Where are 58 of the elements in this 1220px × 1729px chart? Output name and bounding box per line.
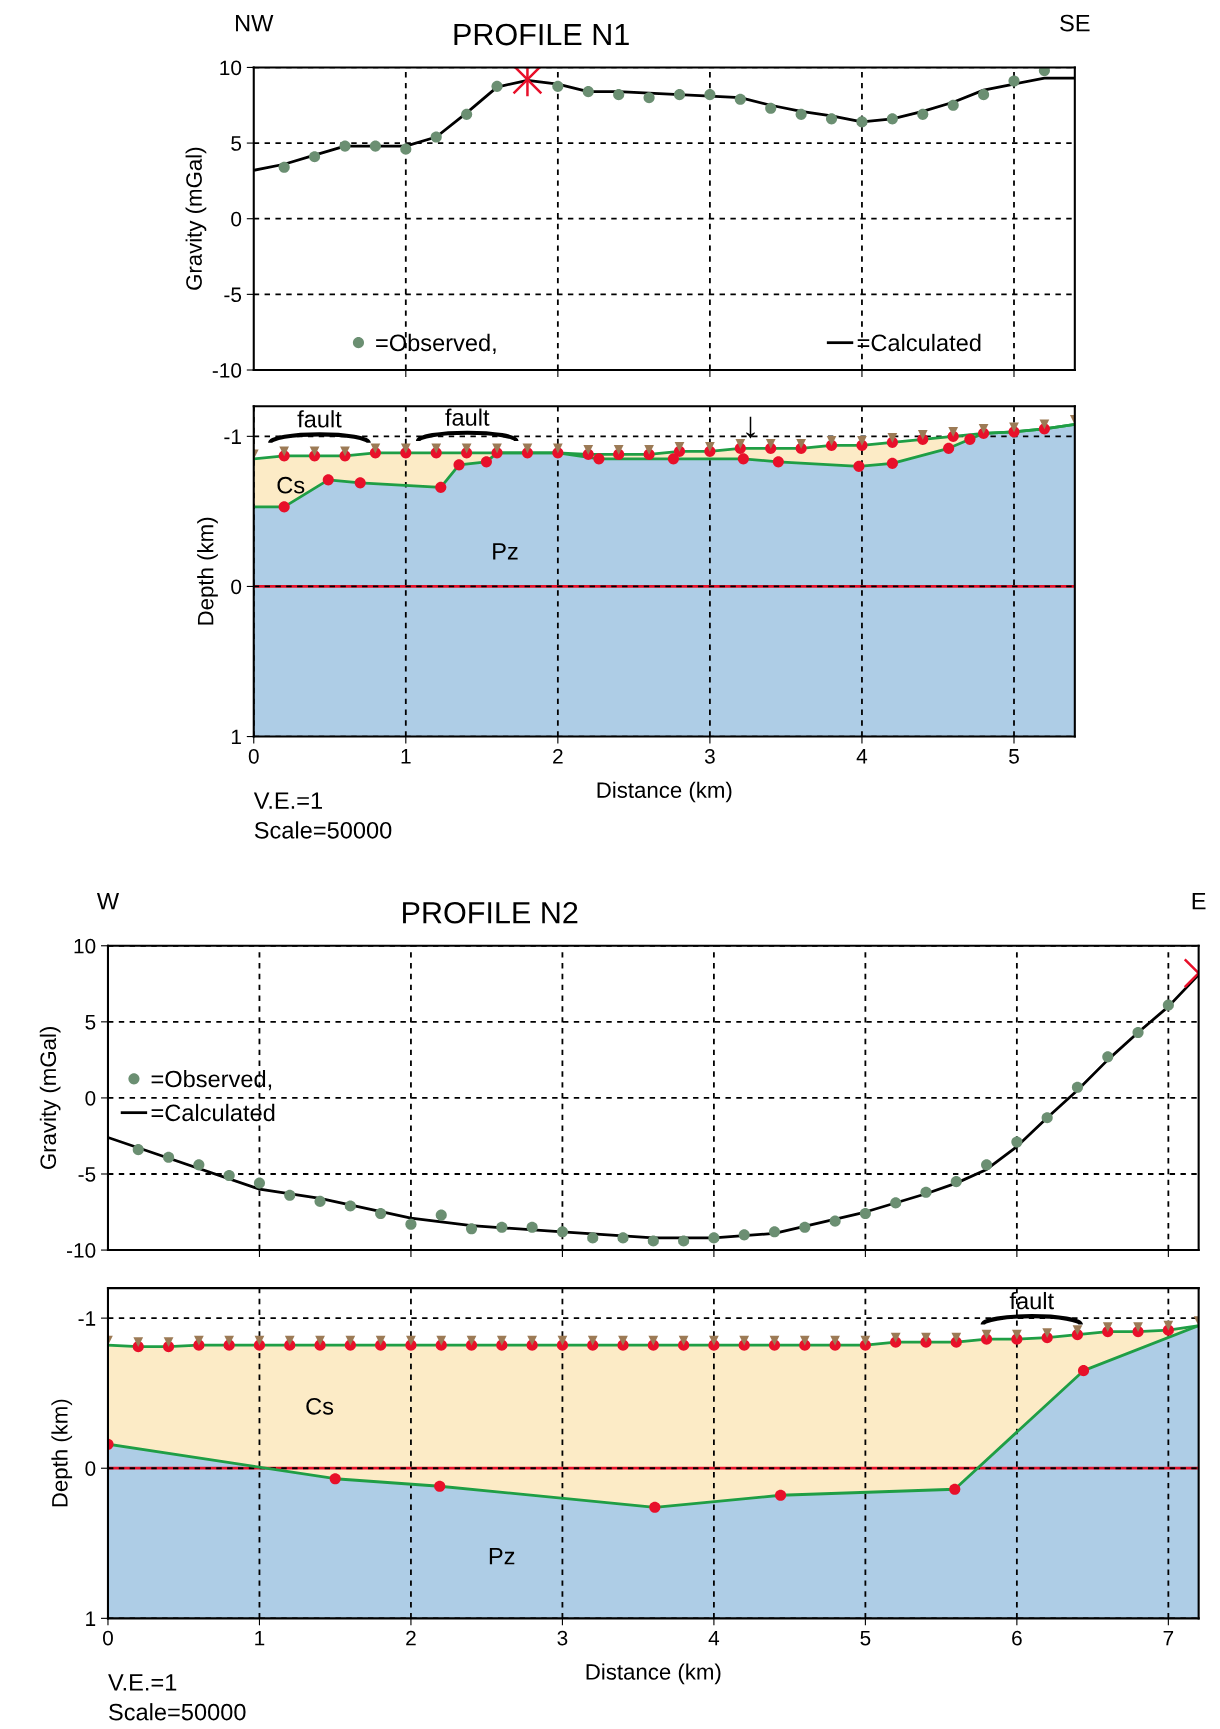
legend-label: =Observed,: [151, 1070, 272, 1091]
y-axis-title: Gravity (mGal): [185, 147, 207, 290]
chart-title: PROFILE N1: [454, 23, 629, 46]
chart-title: PROFILE N2: [403, 901, 578, 924]
annotation: fault: [297, 410, 342, 428]
x-tick-label: 0: [248, 748, 259, 764]
legend-label: =Observed,: [376, 333, 496, 354]
y-axis-title: Depth (km): [51, 1399, 73, 1507]
annotation: Cs: [306, 1397, 334, 1415]
y-tick-label: 0: [85, 1461, 96, 1476]
x-axis-title: Distance (km): [597, 781, 732, 803]
x-tick-label: 5: [1009, 749, 1019, 764]
text: E: [1192, 893, 1206, 910]
y-tick-label: 10: [220, 60, 242, 76]
y-tick-label: 1: [231, 729, 241, 745]
x-tick-label: 2: [406, 1630, 416, 1646]
y-tick-label: 0: [231, 211, 242, 227]
legend-label: =Calculated: [151, 1103, 275, 1122]
x-tick-label: 1: [255, 1630, 265, 1646]
legend-label: =Calculated: [857, 333, 981, 352]
text: NW: [236, 14, 274, 32]
text: V.E.=1: [108, 1674, 177, 1691]
annotation: Pz: [493, 543, 518, 560]
y-tick-label: 0: [85, 1090, 96, 1106]
text: V.E.=1: [253, 792, 322, 809]
x-tick-label: 2: [553, 748, 563, 764]
text: W: [96, 893, 120, 910]
annotation: Cs: [277, 476, 305, 494]
annotation: ↓: [746, 416, 755, 439]
x-tick-label: 4: [708, 1630, 720, 1646]
y-tick-label: 5: [85, 1015, 96, 1030]
x-tick-label: 3: [704, 748, 715, 764]
y-tick-label: -5: [224, 287, 242, 303]
x-tick-label: 7: [1163, 1630, 1174, 1646]
text: SE: [1060, 14, 1090, 32]
y-tick-label: -5: [78, 1167, 96, 1182]
y-axis-title: Depth (km): [197, 517, 218, 625]
annotation: fault: [445, 408, 490, 426]
x-axis-title: Distance (km): [586, 1663, 721, 1685]
x-tick-label: 3: [557, 1630, 568, 1646]
x-tick-label: 5: [860, 1630, 871, 1646]
y-tick-label: -1: [78, 1311, 96, 1326]
y-tick-label: -10: [66, 1243, 96, 1258]
text: Scale=50000: [109, 1703, 246, 1721]
annotation: fault: [1009, 1291, 1054, 1310]
x-tick-label: 6: [1012, 1630, 1022, 1646]
y-tick-label: 10: [74, 938, 96, 954]
y-tick-label: 1: [86, 1611, 96, 1626]
annotation: Pz: [489, 1548, 515, 1565]
x-tick-label: 1: [401, 749, 411, 764]
text: Scale=50000: [254, 821, 392, 839]
y-axis-title: Gravity (mGal): [39, 1027, 61, 1170]
y-tick-label: 5: [231, 136, 242, 151]
x-tick-label: 4: [856, 749, 868, 764]
x-tick-label: 0: [102, 1630, 113, 1646]
y-tick-label: -1: [224, 429, 241, 444]
y-tick-label: 0: [231, 579, 242, 595]
y-tick-label: -10: [212, 363, 242, 378]
